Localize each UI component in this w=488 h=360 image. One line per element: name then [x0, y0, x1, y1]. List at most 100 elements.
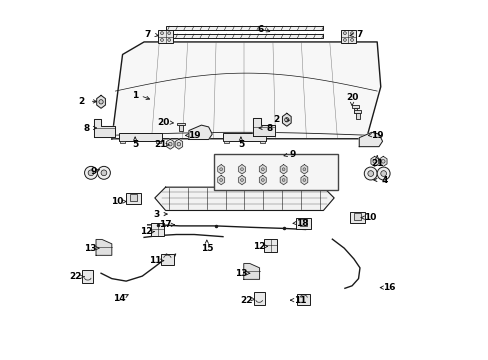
Text: 11: 11	[148, 256, 161, 265]
Text: 14: 14	[112, 294, 125, 303]
Circle shape	[219, 168, 222, 171]
Text: 21: 21	[154, 140, 166, 149]
Circle shape	[284, 118, 288, 122]
Text: 19: 19	[370, 131, 383, 140]
Text: 3: 3	[153, 210, 160, 219]
Text: 9: 9	[90, 167, 97, 176]
Circle shape	[84, 166, 97, 179]
Polygon shape	[188, 125, 212, 139]
Circle shape	[168, 142, 172, 146]
Circle shape	[177, 142, 180, 146]
Circle shape	[303, 168, 305, 171]
Text: 12: 12	[140, 228, 152, 237]
Polygon shape	[300, 165, 307, 174]
Bar	[126, 193, 140, 204]
Polygon shape	[300, 175, 307, 185]
Circle shape	[282, 168, 285, 171]
Text: 1: 1	[132, 91, 138, 100]
Text: 12: 12	[252, 242, 264, 251]
Circle shape	[219, 179, 222, 181]
Bar	[214, 154, 337, 190]
Circle shape	[97, 166, 110, 179]
Bar	[177, 123, 184, 126]
Text: 13: 13	[234, 269, 246, 278]
Polygon shape	[97, 95, 105, 108]
Circle shape	[261, 179, 264, 181]
Circle shape	[380, 171, 386, 176]
Bar	[179, 126, 183, 131]
Bar	[161, 254, 174, 265]
Polygon shape	[238, 165, 245, 174]
Text: 20: 20	[345, 93, 358, 102]
Bar	[341, 30, 355, 43]
Polygon shape	[280, 165, 286, 174]
Polygon shape	[253, 118, 274, 136]
Bar	[353, 108, 357, 113]
Bar	[130, 194, 136, 201]
Circle shape	[240, 168, 243, 171]
Bar	[165, 34, 323, 39]
Circle shape	[88, 170, 94, 176]
Text: 19: 19	[187, 131, 200, 140]
Circle shape	[343, 32, 346, 35]
Bar	[349, 212, 364, 224]
Bar	[353, 213, 360, 220]
Polygon shape	[379, 156, 386, 166]
Bar	[259, 140, 265, 143]
Text: 10: 10	[111, 197, 123, 206]
Polygon shape	[217, 175, 224, 185]
Polygon shape	[112, 42, 380, 139]
Text: 8: 8	[83, 123, 90, 132]
Circle shape	[99, 100, 103, 104]
Text: 5: 5	[132, 140, 138, 149]
Text: 7: 7	[144, 30, 151, 39]
Circle shape	[240, 179, 243, 181]
Text: 18: 18	[295, 219, 307, 228]
Text: 15: 15	[200, 244, 213, 253]
Bar	[82, 270, 93, 283]
Circle shape	[101, 170, 106, 176]
Circle shape	[261, 168, 264, 171]
Circle shape	[364, 167, 376, 180]
Text: 16: 16	[383, 283, 395, 292]
Polygon shape	[359, 132, 382, 147]
Text: 2: 2	[78, 96, 84, 105]
Text: 6: 6	[257, 25, 263, 34]
Circle shape	[350, 39, 353, 41]
Polygon shape	[282, 113, 290, 126]
Circle shape	[350, 32, 353, 35]
Text: 22: 22	[70, 272, 82, 281]
Bar	[253, 292, 264, 305]
Polygon shape	[155, 187, 333, 211]
Bar	[151, 223, 164, 236]
Text: 7: 7	[355, 30, 362, 39]
Circle shape	[303, 179, 305, 181]
Bar	[355, 113, 359, 119]
Bar	[264, 239, 277, 252]
Bar	[155, 140, 161, 143]
Circle shape	[160, 39, 163, 41]
Text: 9: 9	[289, 150, 296, 159]
Bar	[353, 110, 361, 113]
Polygon shape	[259, 175, 265, 185]
Circle shape	[367, 171, 373, 176]
Bar	[223, 140, 229, 143]
Circle shape	[160, 32, 163, 35]
Bar	[120, 140, 125, 143]
Polygon shape	[175, 139, 182, 149]
Bar	[165, 26, 323, 31]
Bar	[119, 134, 162, 140]
Polygon shape	[166, 139, 174, 149]
Bar	[297, 294, 309, 305]
Polygon shape	[280, 175, 286, 185]
Bar	[300, 219, 306, 226]
Polygon shape	[238, 175, 245, 185]
Text: 21: 21	[370, 159, 383, 168]
Polygon shape	[259, 165, 265, 174]
Text: 2: 2	[273, 114, 279, 123]
Text: 13: 13	[84, 244, 96, 253]
Circle shape	[343, 39, 346, 41]
Text: 11: 11	[293, 296, 305, 305]
Bar	[158, 30, 172, 43]
Polygon shape	[94, 119, 115, 137]
